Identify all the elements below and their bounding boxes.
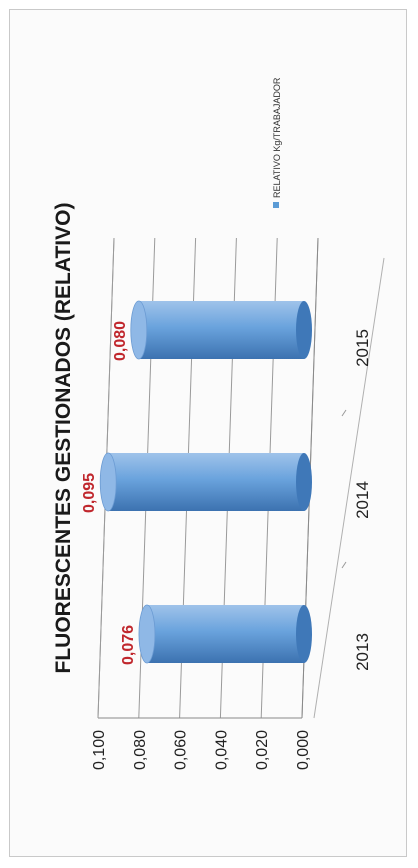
y-tick-label: 0,080 — [132, 730, 149, 770]
floor-edge — [313, 257, 385, 719]
legend-label: RELATIVO Kg/TRABAJADOR — [272, 77, 282, 198]
chart-title: FLUORESCENTES GESTIONADOS (RELATIVO) — [52, 203, 75, 674]
bar-base-cap — [296, 301, 312, 359]
y-tick-label: 0,020 — [254, 730, 271, 770]
bar-base-cap — [296, 605, 312, 663]
bar-top-cap — [130, 300, 148, 360]
bar-top-cap — [99, 452, 117, 512]
category-label: 2014 — [353, 481, 372, 519]
data-label: 0,095 — [81, 473, 98, 513]
data-label: 0,080 — [112, 321, 129, 361]
chart-frame — [9, 9, 407, 857]
category-tick — [341, 561, 347, 569]
bars — [99, 300, 312, 664]
labels: 0,000 0,020 0,040 0,060 0,080 0,100 0,076 2013 0… — [81, 321, 372, 770]
y-tick-label: 0,060 — [173, 730, 190, 770]
category-label: 2015 — [353, 329, 372, 367]
legend: RELATIVO Kg/TRABAJADOR — [272, 77, 282, 208]
bar-base-cap — [296, 453, 312, 511]
legend-swatch — [273, 202, 279, 208]
y-tick-label: 0,040 — [213, 730, 230, 770]
y-tick-label: 0,000 — [295, 730, 312, 770]
category-label: 2013 — [353, 633, 372, 671]
bar — [130, 300, 312, 360]
bar — [99, 452, 312, 512]
bar-body — [108, 453, 304, 511]
bar — [138, 604, 312, 664]
data-label: 0,076 — [120, 625, 137, 665]
category-tick — [341, 409, 347, 417]
y-tick-label: 0,100 — [91, 730, 108, 770]
bar-body — [146, 605, 304, 663]
bar-top-cap — [138, 604, 156, 664]
bar-body — [138, 301, 304, 359]
